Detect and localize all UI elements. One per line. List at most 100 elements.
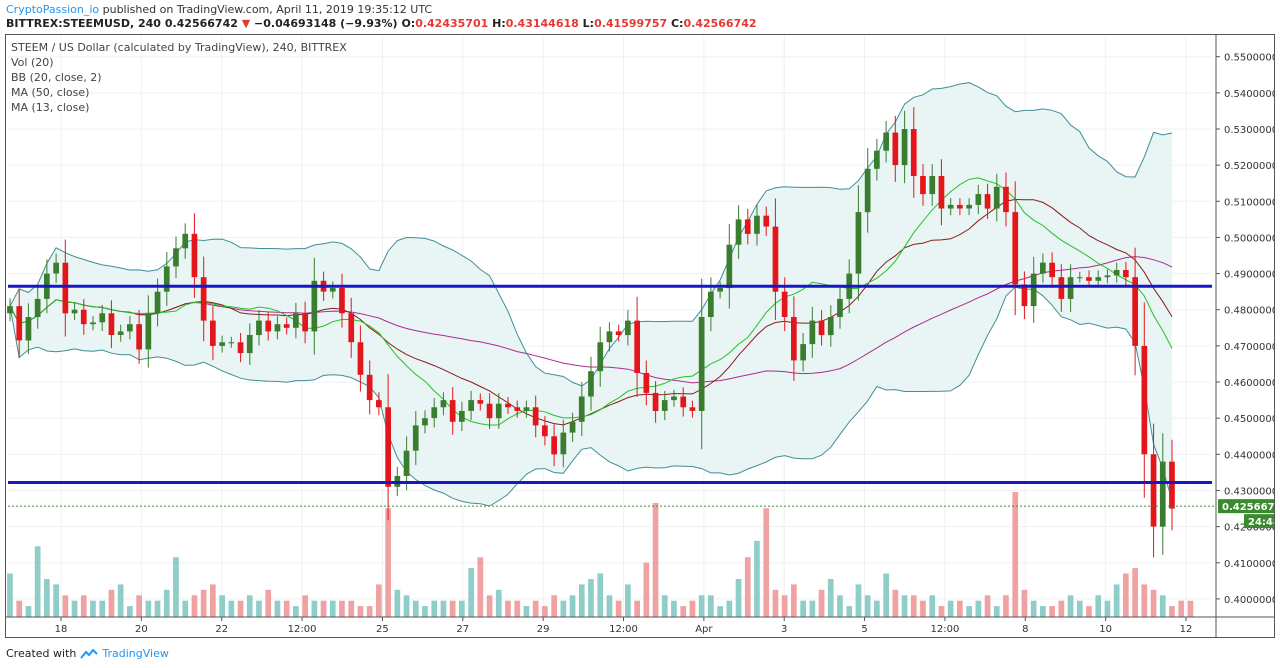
volume-bar	[892, 589, 899, 617]
last-price-tag	[1218, 499, 1274, 514]
volume-bar	[1113, 584, 1120, 617]
volume-bar	[191, 595, 198, 617]
volume-bar	[339, 600, 345, 617]
volume-bar	[219, 595, 225, 617]
volume-bar	[1095, 595, 1102, 617]
candle-body	[754, 215, 760, 234]
y-tick-label: 0.47000000	[1224, 342, 1274, 353]
candle-body	[422, 418, 428, 426]
volume-bar	[136, 595, 142, 617]
candle-body	[366, 374, 373, 401]
candle-body	[514, 407, 521, 411]
candle-body	[615, 331, 622, 335]
author-link[interactable]: CryptoPassion_io	[6, 3, 100, 16]
indicator-legend: STEEM / US Dollar (calculated by Trading…	[11, 40, 347, 115]
candle-body	[348, 313, 355, 343]
price-chart[interactable]: 0.55000000 0.54000000 0.53000000 0.52000000…	[6, 35, 1274, 637]
bollinger-band-fill	[10, 82, 1172, 506]
candle-body	[652, 392, 659, 411]
candle-body	[1095, 277, 1102, 281]
volume-bar	[1040, 606, 1046, 617]
candle-body	[34, 298, 41, 317]
volume-bar	[827, 579, 834, 617]
volume-bar	[127, 606, 133, 617]
candle-body	[597, 342, 604, 372]
volume-bar	[348, 600, 355, 617]
candle-body	[182, 233, 189, 249]
candle-body	[643, 373, 650, 393]
x-tick-label: 5	[861, 624, 867, 635]
volume-bar	[7, 573, 13, 617]
tradingview-brand[interactable]: TradingView	[102, 647, 169, 660]
candle-body	[1021, 284, 1028, 307]
volume-bar	[818, 589, 825, 617]
volume-bar	[855, 584, 862, 617]
volume-bar	[1123, 573, 1129, 617]
candle-body	[1049, 262, 1055, 278]
legend-ma50: MA (50, close)	[11, 86, 90, 99]
candle-body	[449, 400, 456, 422]
candle-body	[62, 262, 69, 314]
volume-bar	[652, 502, 659, 617]
y-tick-label: 0.51000000	[1224, 197, 1274, 208]
candle-body	[993, 186, 1000, 209]
candle-body	[1159, 461, 1166, 527]
volume-bar	[1187, 600, 1194, 617]
candle-body	[1123, 270, 1129, 278]
volume-bar	[394, 589, 401, 617]
candle-body	[551, 436, 557, 455]
volume-bar	[320, 600, 327, 617]
candle-body	[781, 291, 788, 317]
candle-body	[283, 324, 290, 328]
candle-body	[661, 400, 668, 411]
volume-bar	[1086, 606, 1092, 617]
y-tick-label: 0.52000000	[1224, 161, 1274, 172]
candle-body	[818, 320, 825, 336]
candle-body	[671, 396, 677, 401]
candle-body	[274, 324, 281, 332]
volume-bar	[90, 600, 96, 617]
chart-header: CryptoPassion_io published on TradingVie…	[6, 3, 757, 31]
change-value: −0.04693148 (−9.93%)	[254, 17, 398, 30]
candle-body	[1076, 277, 1083, 279]
candle-body	[237, 342, 244, 354]
volume-bar	[744, 557, 751, 617]
x-tick-label: 8	[1022, 624, 1028, 635]
candle-body	[1086, 277, 1092, 281]
candle-body	[495, 403, 502, 419]
volume-bar	[265, 589, 272, 617]
candle-body	[625, 320, 631, 336]
candle-body	[791, 317, 797, 361]
volume-bar	[615, 600, 622, 617]
volume-bar	[625, 584, 631, 617]
candle-body	[1040, 262, 1046, 274]
candle-body	[219, 342, 225, 346]
volume-bar	[588, 579, 594, 617]
candle-body	[477, 400, 484, 404]
volume-bar	[1049, 606, 1055, 617]
candle-body	[763, 215, 770, 227]
countdown-tag	[1244, 514, 1274, 529]
open-value: 0.42435701	[415, 17, 489, 30]
candle-body	[191, 233, 198, 278]
volume-bar	[163, 589, 170, 617]
volume-bar	[302, 595, 308, 617]
low-value: 0.41599757	[594, 17, 668, 30]
y-tick-label: 0.48000000	[1224, 306, 1274, 317]
volume-bar	[975, 600, 982, 617]
candle-body	[809, 320, 816, 345]
volume-bar	[25, 606, 32, 617]
candle-body	[689, 407, 696, 411]
volume-bar	[412, 600, 419, 617]
volume-bar	[661, 595, 668, 617]
y-tick-label: 0.50000000	[1224, 233, 1274, 244]
candle-body	[744, 219, 751, 234]
volume-bar	[634, 600, 640, 617]
candle-body	[569, 421, 576, 433]
y-tick-label: 0.40000000	[1224, 595, 1274, 606]
high-value: 0.43144618	[505, 17, 579, 30]
volume-bar	[993, 606, 1000, 617]
chart-area[interactable]: 0.55000000 0.54000000 0.53000000 0.52000000…	[5, 34, 1275, 638]
candle-body	[929, 176, 936, 195]
volume-bar	[680, 606, 687, 617]
